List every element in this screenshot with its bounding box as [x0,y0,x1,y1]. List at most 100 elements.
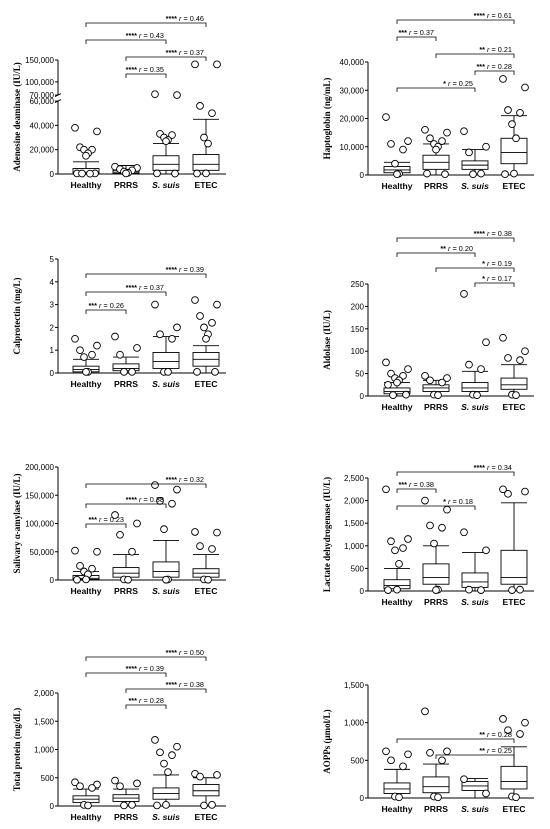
y-axis-label: Salivary α-amylase (IU/L) [12,473,22,573]
outlier-point [197,543,204,550]
outlier-point [517,357,524,364]
effect-size-value: = 0.38 [489,229,512,238]
bracket-line [397,238,514,242]
bracket-line [86,657,206,661]
box-ssuis [461,128,490,178]
y-tick-label: 2,000 [344,497,365,506]
significance-stars: **** [166,680,178,689]
y-tick-label: 1,500 [34,717,55,726]
outlier-point [427,377,434,384]
iqr-box [462,383,488,392]
comparison-bracket: **** r = 0.39 [86,265,206,278]
outlier-point [161,526,168,533]
y-axis-label: Total protein (mg/dL) [12,708,22,792]
outlier-point [388,538,395,545]
outlier-point [85,802,92,809]
x-category-label: PRRS [424,597,448,607]
comparison-bracket: **** r = 0.35 [126,65,166,78]
x-category-label: S. suis [461,402,489,412]
outlier-point [209,546,216,553]
y-tick-label: 2 [50,323,55,332]
outlier-point [165,368,172,375]
bracket-line [86,504,166,508]
significance-label: **** r = 0.50 [166,648,204,657]
effect-size-value: = 0.17 [489,274,512,283]
bracket-line [86,673,166,677]
outlier-point [394,379,401,386]
significance-label: *** r = 0.23 [88,515,124,524]
comparison-bracket: *** r = 0.38 [397,480,436,493]
outlier-point [405,536,412,543]
y-tick-label: 30,000 [340,86,365,95]
significance-label: **** r = 0.35 [126,65,164,74]
outlier-point [466,586,473,593]
outlier-point [214,772,221,779]
iqr-box [462,573,488,587]
x-category-label: ETEC [195,812,218,822]
outlier-point [517,731,524,738]
box-healthy [72,124,101,177]
outlier-point [157,749,164,756]
significance-label: * r = 0.17 [482,274,512,283]
outlier-point [383,114,390,121]
outlier-point [505,490,512,497]
bracket-line [397,739,514,743]
y-tick-label: 1,000 [344,719,365,728]
outlier-point [500,76,507,83]
y-tick-label: 40,000 [340,58,365,67]
outlier-point [427,749,434,756]
outlier-point [513,135,520,142]
significance-stars: **** [126,664,138,673]
significance-label: **** r = 0.43 [126,31,164,40]
outlier-point [192,297,199,304]
outlier-point [466,361,473,368]
effect-size-value: = 0.38 [411,480,434,489]
comparison-bracket: **** r = 0.37 [86,283,166,296]
significance-stars: *** [128,696,137,705]
chart-panel-6: 05001,0001,5002,0002,500Lactate dehydrog… [322,463,534,607]
x-category-label: ETEC [195,586,218,596]
effect-size-value: = 0.37 [181,48,204,57]
outlier-point [94,128,101,135]
outlier-point [431,540,438,547]
outlier-point [383,748,390,755]
x-category-label: PRRS [424,402,448,412]
iqr-box [113,568,139,578]
significance-label: ** r = 0.20 [440,244,473,253]
box-etec [192,297,221,376]
outlier-point [433,146,440,153]
effect-size-value: = 0.43 [141,31,164,40]
x-category-label: ETEC [503,804,526,814]
significance-stars: *** [398,28,407,37]
x-category-label: PRRS [424,804,448,814]
iqr-box [423,564,449,584]
outlier-point [405,751,412,758]
y-axis-label: Adenosine deaminase (IU/L) [12,62,22,172]
y-tick-label: 4 [50,278,55,287]
outlier-point [522,488,529,495]
bracket-line [86,274,206,278]
y-tick-label: 150 [351,325,365,334]
outlier-point [83,368,90,375]
significance-stars: **** [166,475,178,484]
outlier-point [169,500,176,507]
outlier-point [134,780,141,787]
box-prrs [422,497,451,593]
significance-stars: **** [166,14,178,23]
outlier-point [427,522,434,529]
outlier-point [163,801,170,808]
comparison-bracket: **** r = 0.38 [397,229,514,242]
comparison-bracket: * r = 0.17 [475,274,514,287]
comparison-bracket: * r = 0.18 [397,497,475,510]
outlier-point [390,392,397,399]
y-tick-label: 2,500 [344,474,365,483]
comparison-bracket: *** r = 0.28 [475,62,514,75]
x-category-label: S. suis [152,379,180,389]
comparison-bracket: *** r = 0.26 [86,301,126,314]
box-healthy [383,748,412,801]
y-tick-label: 500 [351,564,365,573]
effect-size-value: = 0.28 [489,62,512,71]
bracket-line [397,472,514,476]
outlier-point [209,801,216,808]
significance-label: * r = 0.25 [443,79,473,88]
